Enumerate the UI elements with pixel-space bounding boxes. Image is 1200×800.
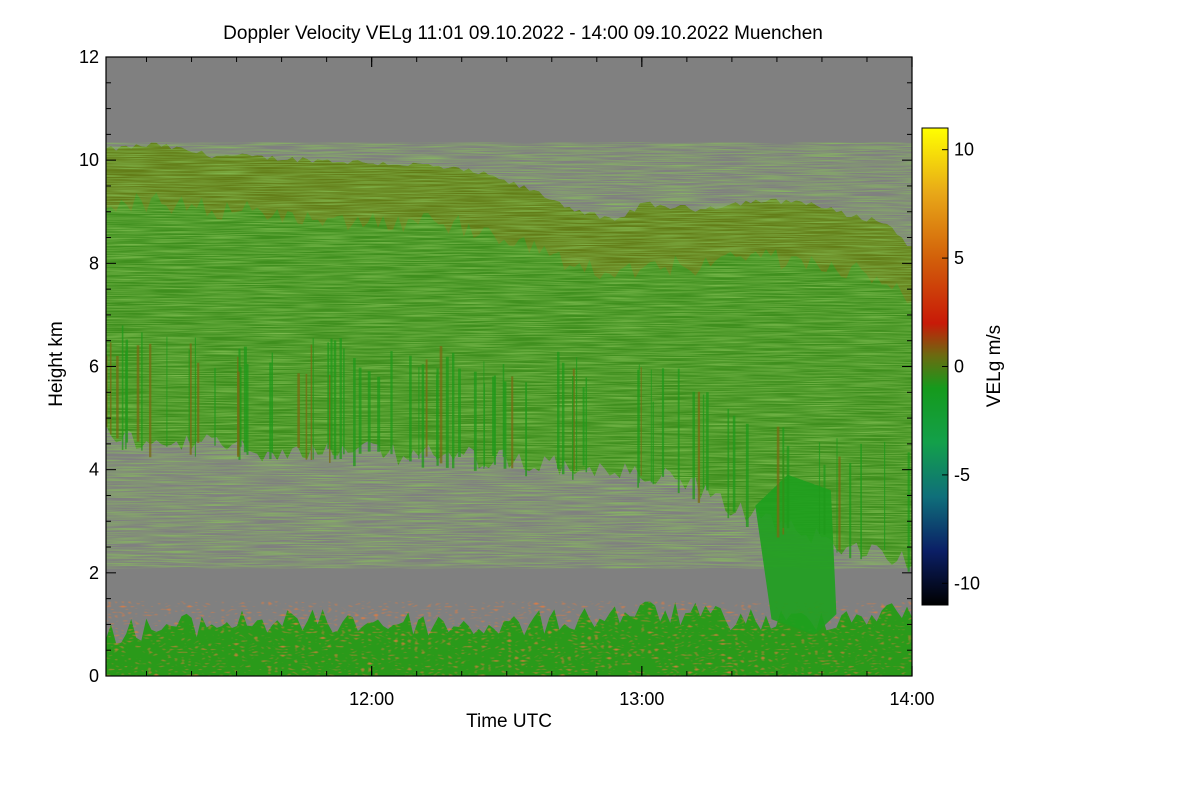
- y-tick-label: 0: [89, 666, 99, 686]
- y-axis: 0 2 4 6 8 10 12: [79, 47, 912, 686]
- descending-precipitation-shaft: [755, 474, 837, 635]
- colorbar-tick-label: 10: [954, 140, 974, 160]
- cloud-layer-texture: [106, 142, 912, 569]
- y-tick-label: 12: [79, 47, 99, 67]
- colorbar-tick-label: 5: [954, 248, 964, 268]
- y-tick-label: 8: [89, 253, 99, 273]
- x-tick-label: 12:00: [349, 689, 394, 709]
- chart-title: Doppler Velocity VELg 11:01 09.10.2022 -…: [223, 23, 823, 44]
- y-tick-label: 10: [79, 150, 99, 170]
- x-tick-label: 14:00: [889, 689, 934, 709]
- y-tick-label: 6: [89, 357, 99, 377]
- fallstreaks: [106, 325, 910, 572]
- colorbar-tick-label: -10: [954, 573, 980, 593]
- x-axis: 12:00 13:00 14:00: [146, 57, 935, 709]
- boundary-layer-texture: [106, 601, 912, 676]
- y-tick-label: 4: [89, 460, 99, 480]
- colorbar-label: VELg m/s: [984, 325, 1005, 407]
- x-axis-label: Time UTC: [466, 711, 552, 732]
- colorbar-tick-label: -5: [954, 465, 970, 485]
- y-tick-label: 2: [89, 563, 99, 583]
- colorbar-tick-label: 0: [954, 357, 964, 377]
- y-axis-label: Height km: [46, 321, 67, 407]
- colorbar-ticks: 10 5 0 -5 -10: [942, 140, 980, 593]
- x-tick-label: 13:00: [619, 689, 664, 709]
- plot-area: [106, 57, 912, 676]
